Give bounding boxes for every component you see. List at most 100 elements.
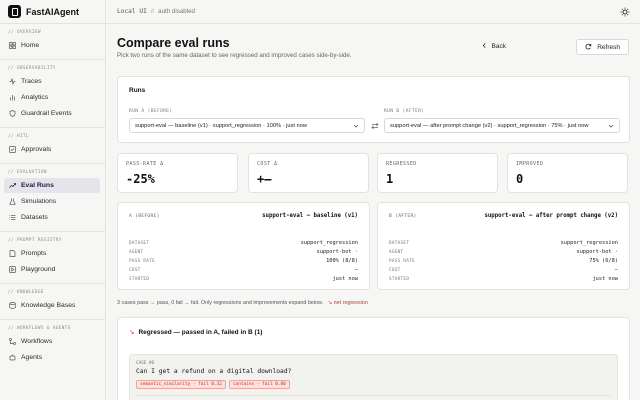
detail-key: DATASET	[129, 241, 150, 246]
sidebar-item-approvals[interactable]: Approvals	[4, 142, 100, 157]
summary-line: 3 cases pass → pass, 0 fail → fail. Only…	[117, 300, 368, 306]
run-b-name: support-eval — after prompt change (v2)	[484, 213, 618, 219]
regressed-card: ↘ Regressed — passed in A, failed in B (…	[117, 317, 630, 400]
stat-value: -25%	[126, 172, 155, 186]
stat-pass-rate-delta: PASS-RATE Δ -25%	[117, 153, 238, 193]
sidebar-nav: // OVERVIEW Home // OBSERVABILITY Traces Ana…	[0, 29, 105, 365]
nav-section-title: // HITL	[8, 134, 29, 139]
sidebar-item-simulations[interactable]: Simulations	[4, 194, 100, 209]
stat-regressed: REGRESSED 1	[377, 153, 498, 193]
detail-key: COST	[389, 268, 401, 273]
sidebar-item-label: Approvals	[21, 146, 52, 153]
file-icon	[9, 250, 16, 257]
sun-icon[interactable]	[620, 7, 630, 17]
metric-badge: contains · fail 0.00	[228, 380, 290, 389]
detail-row: STARTED just now	[389, 275, 618, 284]
sidebar-item-traces[interactable]: Traces	[4, 74, 100, 89]
detail-key: AGENT	[129, 250, 144, 255]
sidebar-item-label: Traces	[21, 78, 42, 85]
run-a-value: support-eval — baseline (v1) · support_r…	[135, 122, 307, 129]
detail-key: COST	[129, 268, 141, 273]
detail-key: STARTED	[389, 277, 410, 282]
sidebar-item-label: Agents	[21, 354, 43, 361]
chevron-left-icon	[482, 43, 487, 50]
sidebar-item-label: Workflows	[21, 338, 53, 345]
nav-section-title: // KNOWLEDGE	[8, 290, 44, 295]
detail-key: PASS RATE	[129, 259, 155, 264]
detail-row: COST —	[129, 266, 358, 275]
flask-icon	[9, 198, 16, 205]
sidebar-item-label: Playground	[21, 266, 56, 273]
stat-value: 1	[386, 172, 394, 186]
case-id: CASE #0	[136, 361, 155, 366]
sidebar-item-agents[interactable]: Agents	[4, 350, 100, 365]
page-header: Compare eval runs Pick two runs of the s…	[117, 24, 629, 64]
stat-cost-delta: COST Δ +—	[248, 153, 369, 193]
detail-row: AGENT support-bot ·	[129, 248, 358, 257]
sidebar-item-home[interactable]: Home	[4, 38, 100, 53]
detail-key: DATASET	[389, 241, 410, 246]
sidebar-item-label: Home	[21, 42, 40, 49]
bot-icon	[9, 354, 16, 361]
detail-row: PASS RATE 100% (8/8)	[129, 257, 358, 266]
nav-divider	[0, 319, 105, 320]
refresh-icon	[585, 43, 592, 52]
case-columns	[136, 395, 611, 400]
topbar: Local UI // auth disabled	[106, 0, 640, 24]
back-button[interactable]: Back	[482, 43, 506, 50]
chevron-down-icon	[353, 123, 359, 129]
detail-value: support_regression	[560, 240, 618, 246]
database-icon	[9, 302, 16, 309]
nav-divider	[0, 59, 105, 60]
run-b-card: B (AFTER) support-eval — after prompt ch…	[377, 202, 630, 290]
back-label: Back	[491, 43, 506, 50]
env-label: Local UI	[117, 8, 147, 15]
nav-divider	[0, 231, 105, 232]
sidebar-item-knowledge-bases[interactable]: Knowledge Bases	[4, 298, 100, 313]
refresh-button[interactable]: Refresh	[576, 39, 629, 55]
trend-down-icon: ↘	[129, 329, 135, 336]
brand[interactable]: FastAIAgent	[0, 0, 105, 24]
run-a-role: A (BEFORE)	[129, 214, 160, 219]
detail-row: DATASET support_regression	[389, 239, 618, 248]
detail-row: PASS RATE 75% (6/8)	[389, 257, 618, 266]
run-a-name: support-eval — baseline (v1)	[262, 213, 358, 219]
sidebar-item-label: Datasets	[21, 214, 48, 221]
sidebar-item-datasets[interactable]: Datasets	[4, 210, 100, 225]
run-a-card: A (BEFORE) support-eval — baseline (v1) …	[117, 202, 370, 290]
sidebar-item-guardrail-events[interactable]: Guardrail Events	[4, 106, 100, 121]
regressed-header[interactable]: ↘ Regressed — passed in A, failed in B (…	[129, 328, 262, 337]
detail-key: STARTED	[129, 277, 150, 282]
detail-value: just now	[592, 276, 618, 282]
sidebar-item-playground[interactable]: Playground	[4, 262, 100, 277]
sidebar-item-label: Analytics	[21, 94, 49, 101]
trend-icon	[9, 182, 16, 189]
list-icon	[9, 214, 16, 221]
run-a-select[interactable]: support-eval — baseline (v1) · support_r…	[129, 118, 365, 133]
nav-section-title: // OBSERVABILITY	[8, 66, 56, 71]
workflow-icon	[9, 338, 16, 345]
detail-value: —	[614, 267, 618, 273]
run-b-details: DATASET support_regression AGENT support-bo…	[389, 239, 618, 284]
runs-card: Runs RUN A (BEFORE) support-eval — basel…	[117, 76, 630, 143]
sidebar-item-eval-runs[interactable]: Eval Runs	[4, 178, 100, 193]
sidebar-item-prompts[interactable]: Prompts	[4, 246, 100, 261]
nav-divider	[0, 163, 105, 164]
detail-key: PASS RATE	[389, 259, 415, 264]
sidebar-item-label: Guardrail Events	[21, 110, 72, 117]
sidebar-item-workflows[interactable]: Workflows	[4, 334, 100, 349]
main-content: Compare eval runs Pick two runs of the s…	[106, 24, 640, 400]
stat-label: REGRESSED	[386, 161, 417, 167]
nav-section-title: // PROMPT REGISTRY	[8, 238, 62, 243]
detail-row: AGENT support-bot ·	[389, 248, 618, 257]
run-b-label: RUN B (AFTER)	[384, 109, 425, 114]
sidebar-item-analytics[interactable]: Analytics	[4, 90, 100, 105]
detail-value: —	[354, 267, 358, 273]
stat-value: 0	[516, 172, 524, 186]
swap-icon[interactable]	[371, 122, 379, 130]
nav-section-title: // EVALUATION	[8, 170, 47, 175]
summary-text: 3 cases pass → pass, 0 fail → fail. Only…	[117, 300, 324, 306]
run-b-role: B (AFTER)	[389, 214, 417, 219]
run-b-select[interactable]: support-eval — after prompt change (v2) …	[384, 118, 620, 133]
detail-value: 100% (8/8)	[326, 258, 358, 264]
